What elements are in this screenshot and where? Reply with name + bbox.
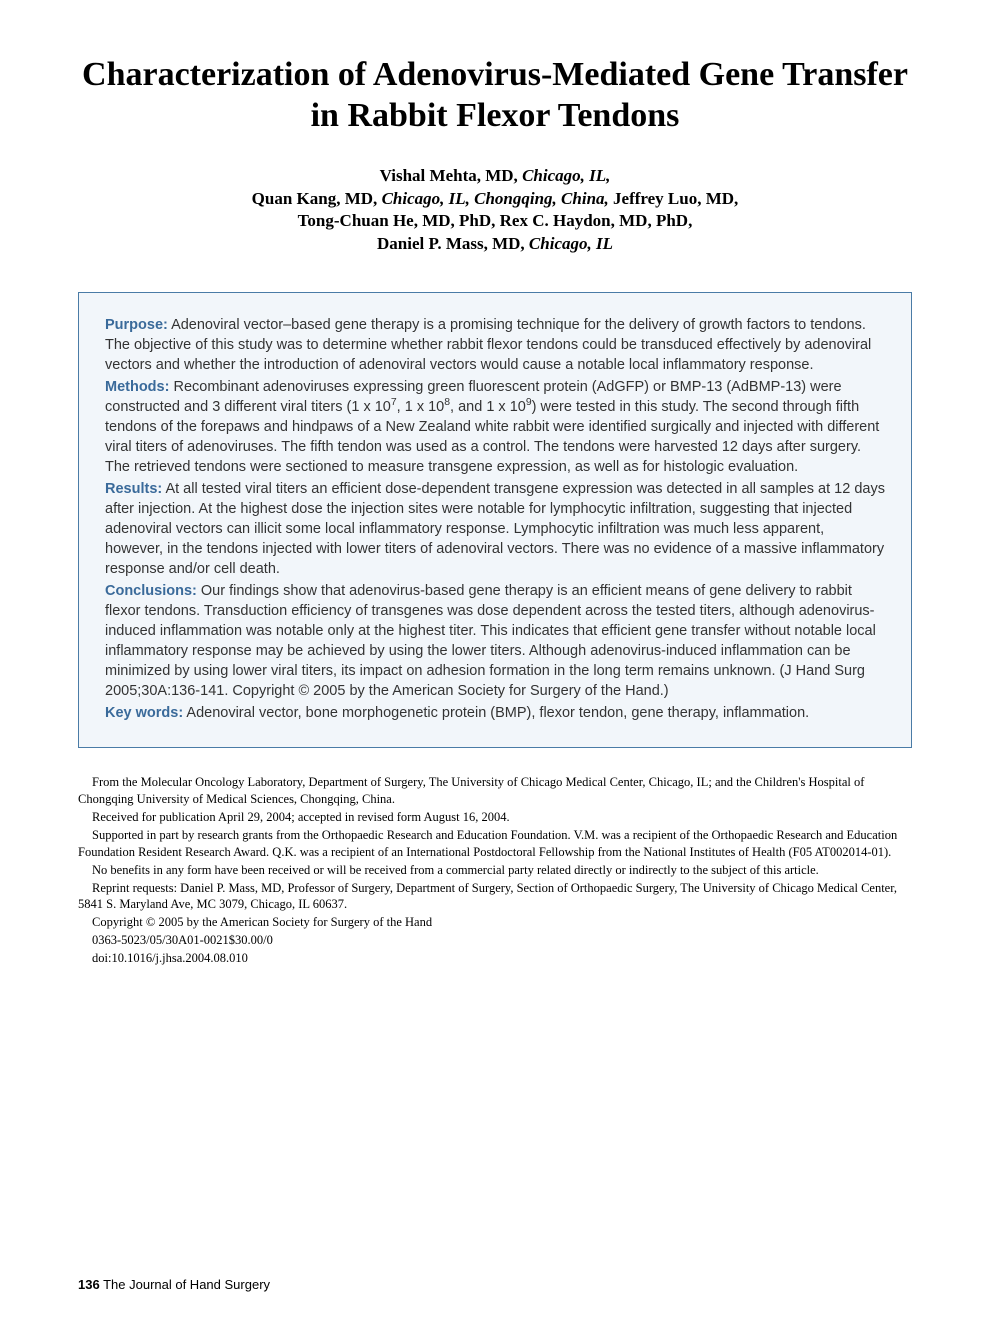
abstract-purpose: Purpose: Adenoviral vector–based gene th… — [105, 315, 885, 375]
page-footer: 136 The Journal of Hand Surgery — [78, 1277, 270, 1292]
abstract-conclusions: Conclusions: Our findings show that aden… — [105, 581, 885, 701]
footnote-line: Supported in part by research grants fro… — [78, 827, 912, 861]
footnote-line: doi:10.1016/j.jhsa.2004.08.010 — [78, 950, 912, 967]
abstract-keywords: Key words: Adenoviral vector, bone morph… — [105, 703, 885, 723]
journal-name: The Journal of Hand Surgery — [103, 1277, 270, 1292]
footnote-line: From the Molecular Oncology Laboratory, … — [78, 774, 912, 808]
purpose-text: Adenoviral vector–based gene therapy is … — [105, 317, 871, 373]
methods-label: Methods: — [105, 379, 169, 395]
footnote-line: Received for publication April 29, 2004;… — [78, 809, 912, 826]
abstract-box: Purpose: Adenoviral vector–based gene th… — [78, 292, 912, 748]
results-text: At all tested viral titers an efficient … — [105, 481, 885, 577]
abstract-results: Results: At all tested viral titers an e… — [105, 479, 885, 579]
footnote-line: 0363-5023/05/30A01-0021$30.00/0 — [78, 932, 912, 949]
conclusions-text: Our findings show that adenovirus-based … — [105, 583, 876, 699]
keywords-text: Adenoviral vector, bone morphogenetic pr… — [183, 705, 809, 721]
keywords-label: Key words: — [105, 705, 183, 721]
abstract-methods: Methods: Recombinant adenoviruses expres… — [105, 377, 885, 477]
page-number: 136 — [78, 1277, 100, 1292]
conclusions-label: Conclusions: — [105, 583, 197, 599]
footnote-line: Copyright © 2005 by the American Society… — [78, 914, 912, 931]
footnotes-block: From the Molecular Oncology Laboratory, … — [78, 774, 912, 967]
footnote-line: Reprint requests: Daniel P. Mass, MD, Pr… — [78, 880, 912, 914]
article-title: Characterization of Adenovirus-Mediated … — [78, 55, 912, 137]
methods-text: Recombinant adenoviruses expressing gree… — [105, 379, 879, 475]
results-label: Results: — [105, 481, 162, 497]
authors-block: Vishal Mehta, MD, Chicago, IL,Quan Kang,… — [78, 165, 912, 257]
footnote-line: No benefits in any form have been receiv… — [78, 862, 912, 879]
purpose-label: Purpose: — [105, 317, 168, 333]
